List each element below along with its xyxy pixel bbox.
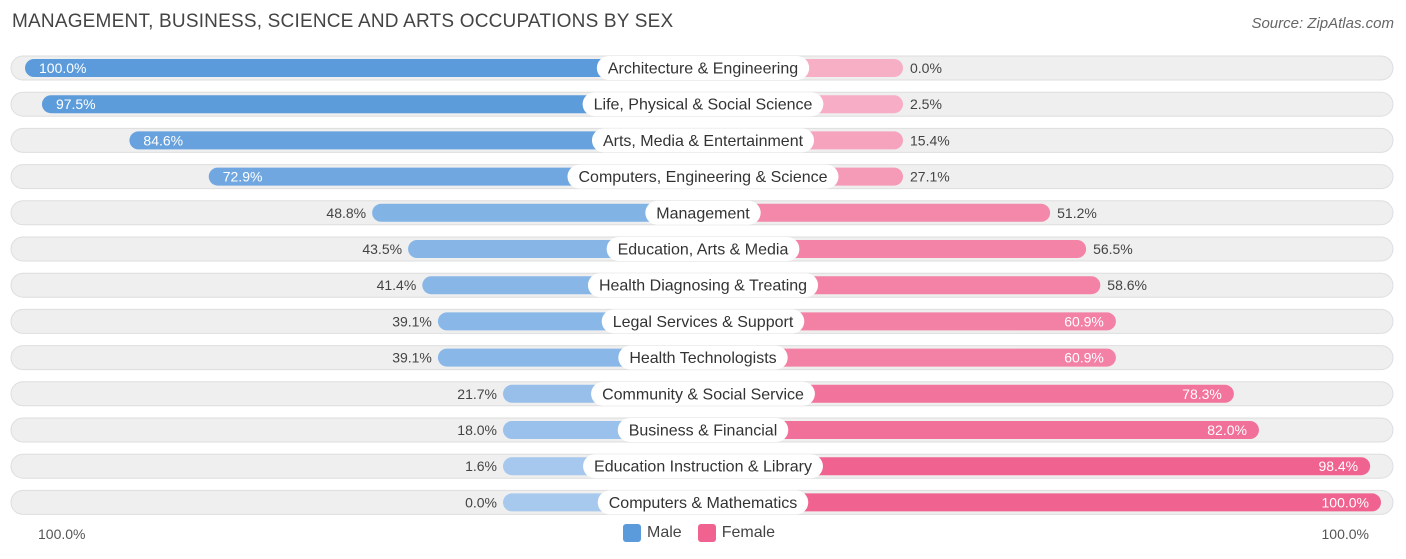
legend-item-female: Female: [697, 524, 776, 542]
male-bar: [129, 131, 704, 150]
male-value-label: 84.6%: [143, 132, 183, 148]
female-bar: [703, 421, 1259, 439]
male-value-label: 100.0%: [39, 60, 86, 76]
category-pill: [601, 309, 805, 334]
category-pill: [606, 237, 800, 261]
category-pill: [582, 92, 824, 117]
female-value-label: 60.9%: [1064, 313, 1104, 329]
category-pill: [591, 381, 815, 406]
female-value-label: 15.4%: [910, 132, 950, 148]
female-value-label: 60.9%: [1064, 350, 1104, 366]
axis-label-right: 100.0%: [1321, 526, 1369, 542]
female-value-label: 100.0%: [1322, 494, 1369, 510]
category-pill: [645, 200, 761, 225]
female-bar: [703, 493, 1381, 512]
category-label: Business & Financial: [629, 423, 778, 440]
category-pill: [591, 128, 815, 153]
male-value-label: 48.8%: [326, 205, 366, 221]
female-value-label: 0.0%: [910, 60, 942, 76]
male-bar: [25, 59, 703, 77]
female-value-label: 2.5%: [910, 96, 942, 112]
female-bar: [703, 384, 1234, 403]
male-value-label: 43.5%: [362, 241, 402, 257]
female-bar: [703, 457, 1371, 476]
category-label: Education Instruction & Library: [594, 459, 812, 476]
female-value-label: 56.5%: [1093, 241, 1133, 257]
category-label: Health Diagnosing & Treating: [599, 278, 807, 295]
male-value-label: 41.4%: [377, 277, 417, 293]
male-value-label: 39.1%: [392, 350, 432, 366]
male-bar: [372, 203, 703, 222]
male-value-label: 18.0%: [457, 422, 497, 438]
category-label: Arts, Media & Entertainment: [603, 133, 804, 150]
legend-item-male: Male: [623, 524, 682, 542]
category-pill: [587, 273, 819, 298]
category-label: Computers & Mathematics: [609, 495, 798, 512]
category-label: Management: [656, 205, 750, 222]
category-label: Education, Arts & Media: [618, 242, 789, 259]
female-value-label: 58.6%: [1107, 277, 1147, 293]
female-value-label: 27.1%: [910, 169, 950, 185]
female-bar: [703, 312, 1116, 331]
category-pill: [567, 164, 839, 189]
category-label: Legal Services & Support: [613, 314, 794, 331]
male-value-label: 21.7%: [457, 386, 497, 402]
category-label: Life, Physical & Social Science: [594, 97, 813, 114]
female-value-label: 98.4%: [1318, 458, 1358, 474]
female-value-label: 78.3%: [1182, 386, 1222, 402]
category-label: Computers, Engineering & Science: [578, 169, 827, 186]
category-pill: [596, 56, 810, 80]
category-pill: [618, 345, 788, 370]
legend-label-female: Female: [721, 524, 776, 541]
legend: Male Female: [623, 524, 791, 542]
male-value-label: 39.1%: [392, 313, 432, 329]
axis-label-left: 100.0%: [38, 526, 86, 542]
legend-swatch-female: [697, 524, 716, 542]
legend-swatch-male: [623, 524, 641, 542]
category-pill: [597, 490, 809, 515]
male-bar: [41, 95, 703, 114]
category-pill: [617, 418, 789, 442]
female-value-label: 51.2%: [1057, 205, 1097, 221]
male-value-label: 97.5%: [56, 96, 96, 112]
category-label: Community & Social Service: [602, 386, 804, 403]
source-label: Source: ZipAtlas.com: [1251, 15, 1394, 32]
category-label: Health Technologists: [629, 350, 776, 367]
female-bar: [703, 203, 1051, 222]
chart-title: MANAGEMENT, BUSINESS, SCIENCE AND ARTS O…: [12, 11, 674, 32]
category-pill: [583, 454, 823, 479]
female-bar: [703, 348, 1116, 367]
female-bar: [703, 240, 1087, 258]
category-label: Architecture & Engineering: [608, 61, 798, 78]
male-value-label: 72.9%: [223, 169, 263, 185]
male-value-label: 0.0%: [465, 494, 497, 510]
male-value-label: 1.6%: [465, 458, 497, 474]
legend-label-male: Male: [647, 524, 682, 541]
female-value-label: 82.0%: [1207, 422, 1247, 438]
